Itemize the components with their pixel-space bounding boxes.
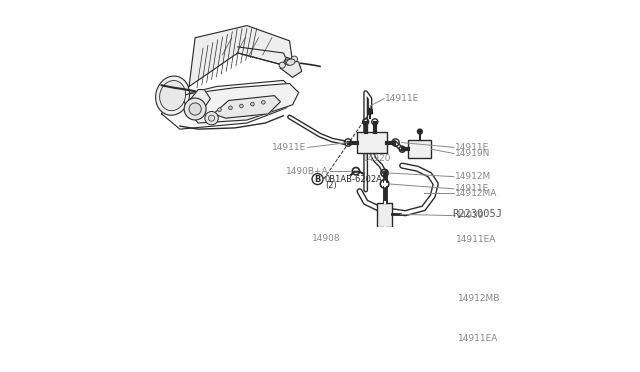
Text: 14911E: 14911E	[455, 143, 490, 152]
Circle shape	[228, 106, 232, 110]
Text: R223005J: R223005J	[452, 209, 503, 219]
Ellipse shape	[156, 76, 189, 115]
Text: 14939: 14939	[456, 211, 485, 220]
Text: B: B	[314, 174, 321, 183]
Circle shape	[417, 129, 422, 134]
FancyBboxPatch shape	[377, 203, 392, 227]
Polygon shape	[213, 96, 280, 118]
Text: 14908: 14908	[312, 234, 340, 243]
Circle shape	[285, 59, 291, 65]
Circle shape	[251, 102, 254, 106]
FancyBboxPatch shape	[356, 132, 387, 154]
Circle shape	[367, 108, 372, 113]
FancyBboxPatch shape	[408, 140, 431, 158]
Ellipse shape	[287, 59, 295, 65]
Circle shape	[189, 103, 201, 115]
Text: 14912MB: 14912MB	[458, 294, 500, 303]
Text: 1490B+A: 1490B+A	[286, 167, 328, 176]
Text: 14912M: 14912M	[455, 172, 492, 181]
Text: 14911E: 14911E	[273, 143, 307, 152]
Polygon shape	[280, 57, 301, 77]
Text: 14911EA: 14911EA	[456, 235, 497, 244]
Circle shape	[239, 104, 243, 108]
Polygon shape	[189, 26, 292, 87]
Text: 14920: 14920	[363, 154, 391, 163]
Circle shape	[291, 56, 298, 62]
Text: 14919N: 14919N	[455, 149, 491, 158]
Circle shape	[205, 112, 218, 125]
Circle shape	[218, 108, 221, 112]
Polygon shape	[186, 90, 211, 108]
Text: 0B1AB-6202A: 0B1AB-6202A	[325, 174, 383, 183]
Text: 14911E: 14911E	[385, 94, 419, 103]
Circle shape	[262, 100, 265, 104]
Polygon shape	[162, 80, 296, 129]
Text: 14911E: 14911E	[455, 184, 490, 193]
Text: (2): (2)	[325, 181, 337, 190]
Text: 14912MA: 14912MA	[455, 189, 497, 198]
Ellipse shape	[159, 81, 186, 111]
Circle shape	[279, 62, 285, 68]
Text: 14911EA: 14911EA	[458, 334, 499, 343]
Polygon shape	[183, 83, 299, 123]
Circle shape	[184, 98, 206, 120]
Circle shape	[209, 115, 214, 121]
